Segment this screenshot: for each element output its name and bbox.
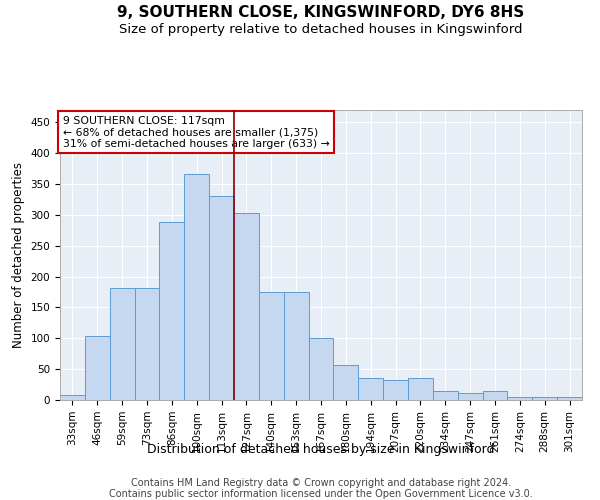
Bar	[334, 365, 358, 400]
Bar	[134, 288, 160, 400]
Text: 9, SOUTHERN CLOSE, KINGSWINFORD, DY6 8HS: 9, SOUTHERN CLOSE, KINGSWINFORD, DY6 8HS	[118, 5, 524, 20]
Text: Distribution of detached houses by size in Kingswinford: Distribution of detached houses by size …	[147, 442, 495, 456]
Bar	[184, 174, 209, 400]
Bar	[383, 380, 408, 400]
Bar	[234, 213, 259, 400]
Text: Size of property relative to detached houses in Kingswinford: Size of property relative to detached ho…	[119, 22, 523, 36]
Bar	[85, 336, 110, 400]
Bar	[259, 292, 284, 400]
Bar	[458, 392, 482, 400]
Bar	[308, 338, 334, 400]
Bar	[209, 196, 234, 400]
Bar	[160, 222, 184, 400]
Y-axis label: Number of detached properties: Number of detached properties	[12, 162, 25, 348]
Bar	[60, 395, 85, 400]
Bar	[557, 397, 582, 400]
Bar	[482, 390, 508, 400]
Bar	[284, 292, 308, 400]
Bar	[508, 397, 532, 400]
Bar	[433, 390, 458, 400]
Text: Contains HM Land Registry data © Crown copyright and database right 2024.
Contai: Contains HM Land Registry data © Crown c…	[109, 478, 533, 499]
Bar	[358, 378, 383, 400]
Text: 9 SOUTHERN CLOSE: 117sqm
← 68% of detached houses are smaller (1,375)
31% of sem: 9 SOUTHERN CLOSE: 117sqm ← 68% of detach…	[62, 116, 329, 149]
Bar	[532, 397, 557, 400]
Bar	[110, 288, 134, 400]
Bar	[408, 378, 433, 400]
